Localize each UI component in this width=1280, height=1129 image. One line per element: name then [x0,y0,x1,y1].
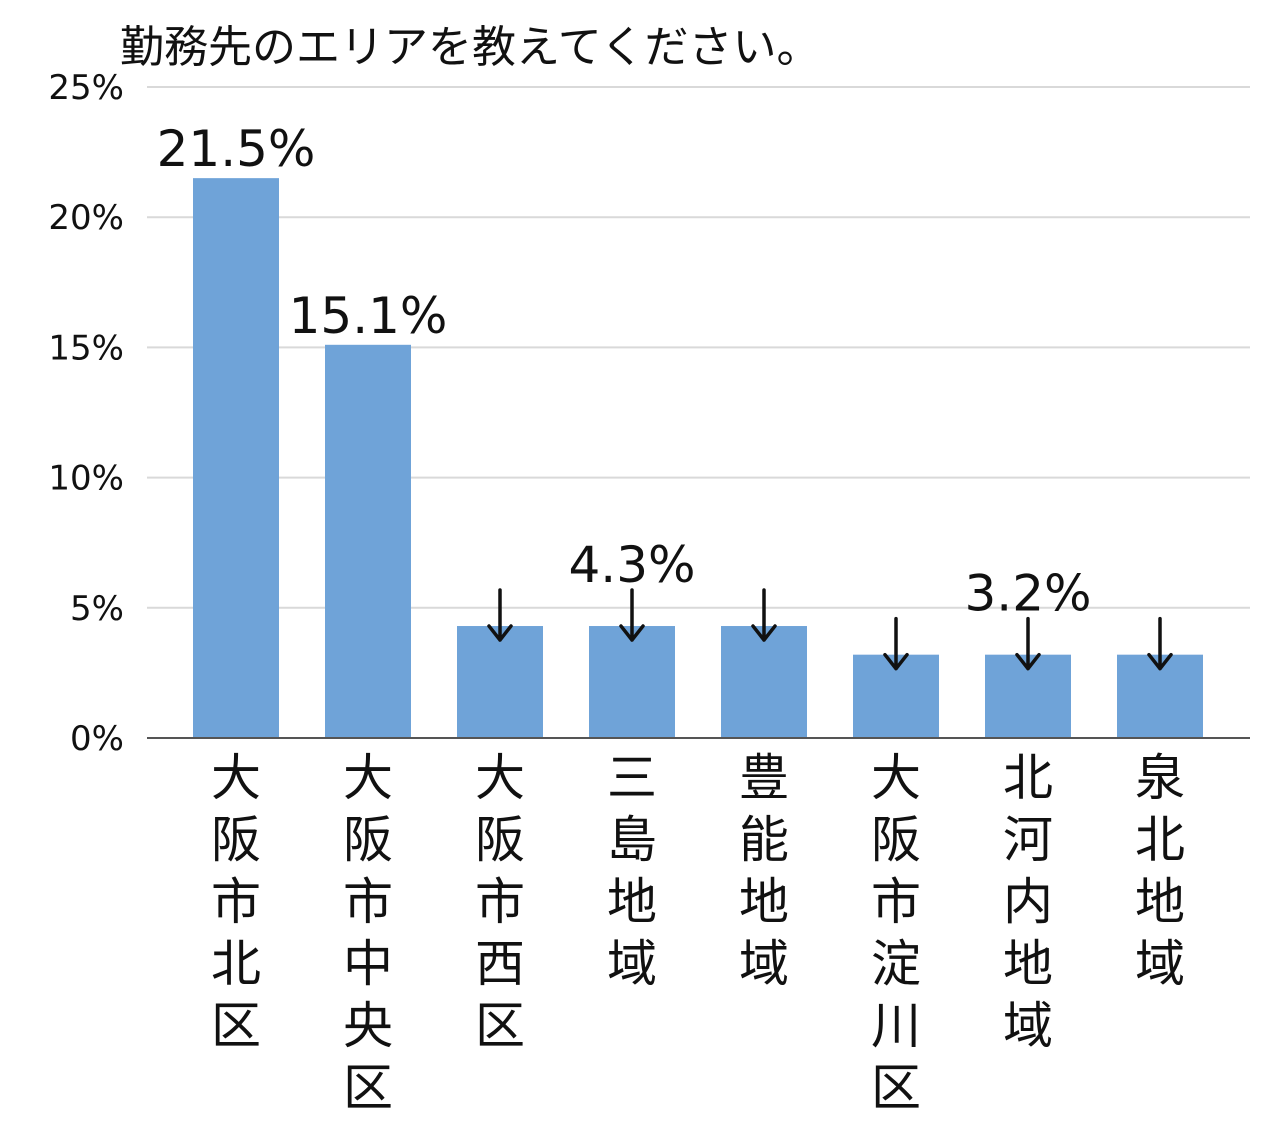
down-arrow-icon [487,588,513,642]
data-label: 4.3% [568,536,695,594]
data-label: 15.1% [289,287,448,345]
y-tick-label: 25% [48,68,124,108]
category-label: 大阪市北区 [211,749,261,1055]
bar [325,344,411,738]
down-arrow-icon [619,588,645,642]
down-arrow-icon [1147,616,1173,671]
down-arrow-icon [1015,616,1041,671]
bar [457,626,543,738]
y-tick-label: 10% [48,459,124,499]
down-arrow-icon [751,588,777,642]
chart-title: 勤務先のエリアを教えてください。 [120,22,820,73]
category-label: 大阪市中央区 [343,749,393,1117]
y-tick-label: 5% [70,589,124,629]
y-tick-label: 0% [70,719,124,759]
category-label: 大阪市淀川区 [871,749,921,1117]
down-arrow-icon [883,616,909,671]
category-label: 大阪市西区 [475,749,525,1055]
category-label: 豊能地域 [739,749,789,993]
bar [721,626,807,738]
category-label: 三島地域 [607,749,657,993]
data-label: 21.5% [157,120,316,178]
y-tick-label: 15% [48,328,124,368]
bar [589,626,675,738]
category-label: 泉北地域 [1135,749,1185,993]
y-tick-label: 20% [48,198,124,238]
data-label: 3.2% [964,565,1091,623]
category-label: 北河内地域 [1003,749,1053,1055]
bar [193,178,279,738]
